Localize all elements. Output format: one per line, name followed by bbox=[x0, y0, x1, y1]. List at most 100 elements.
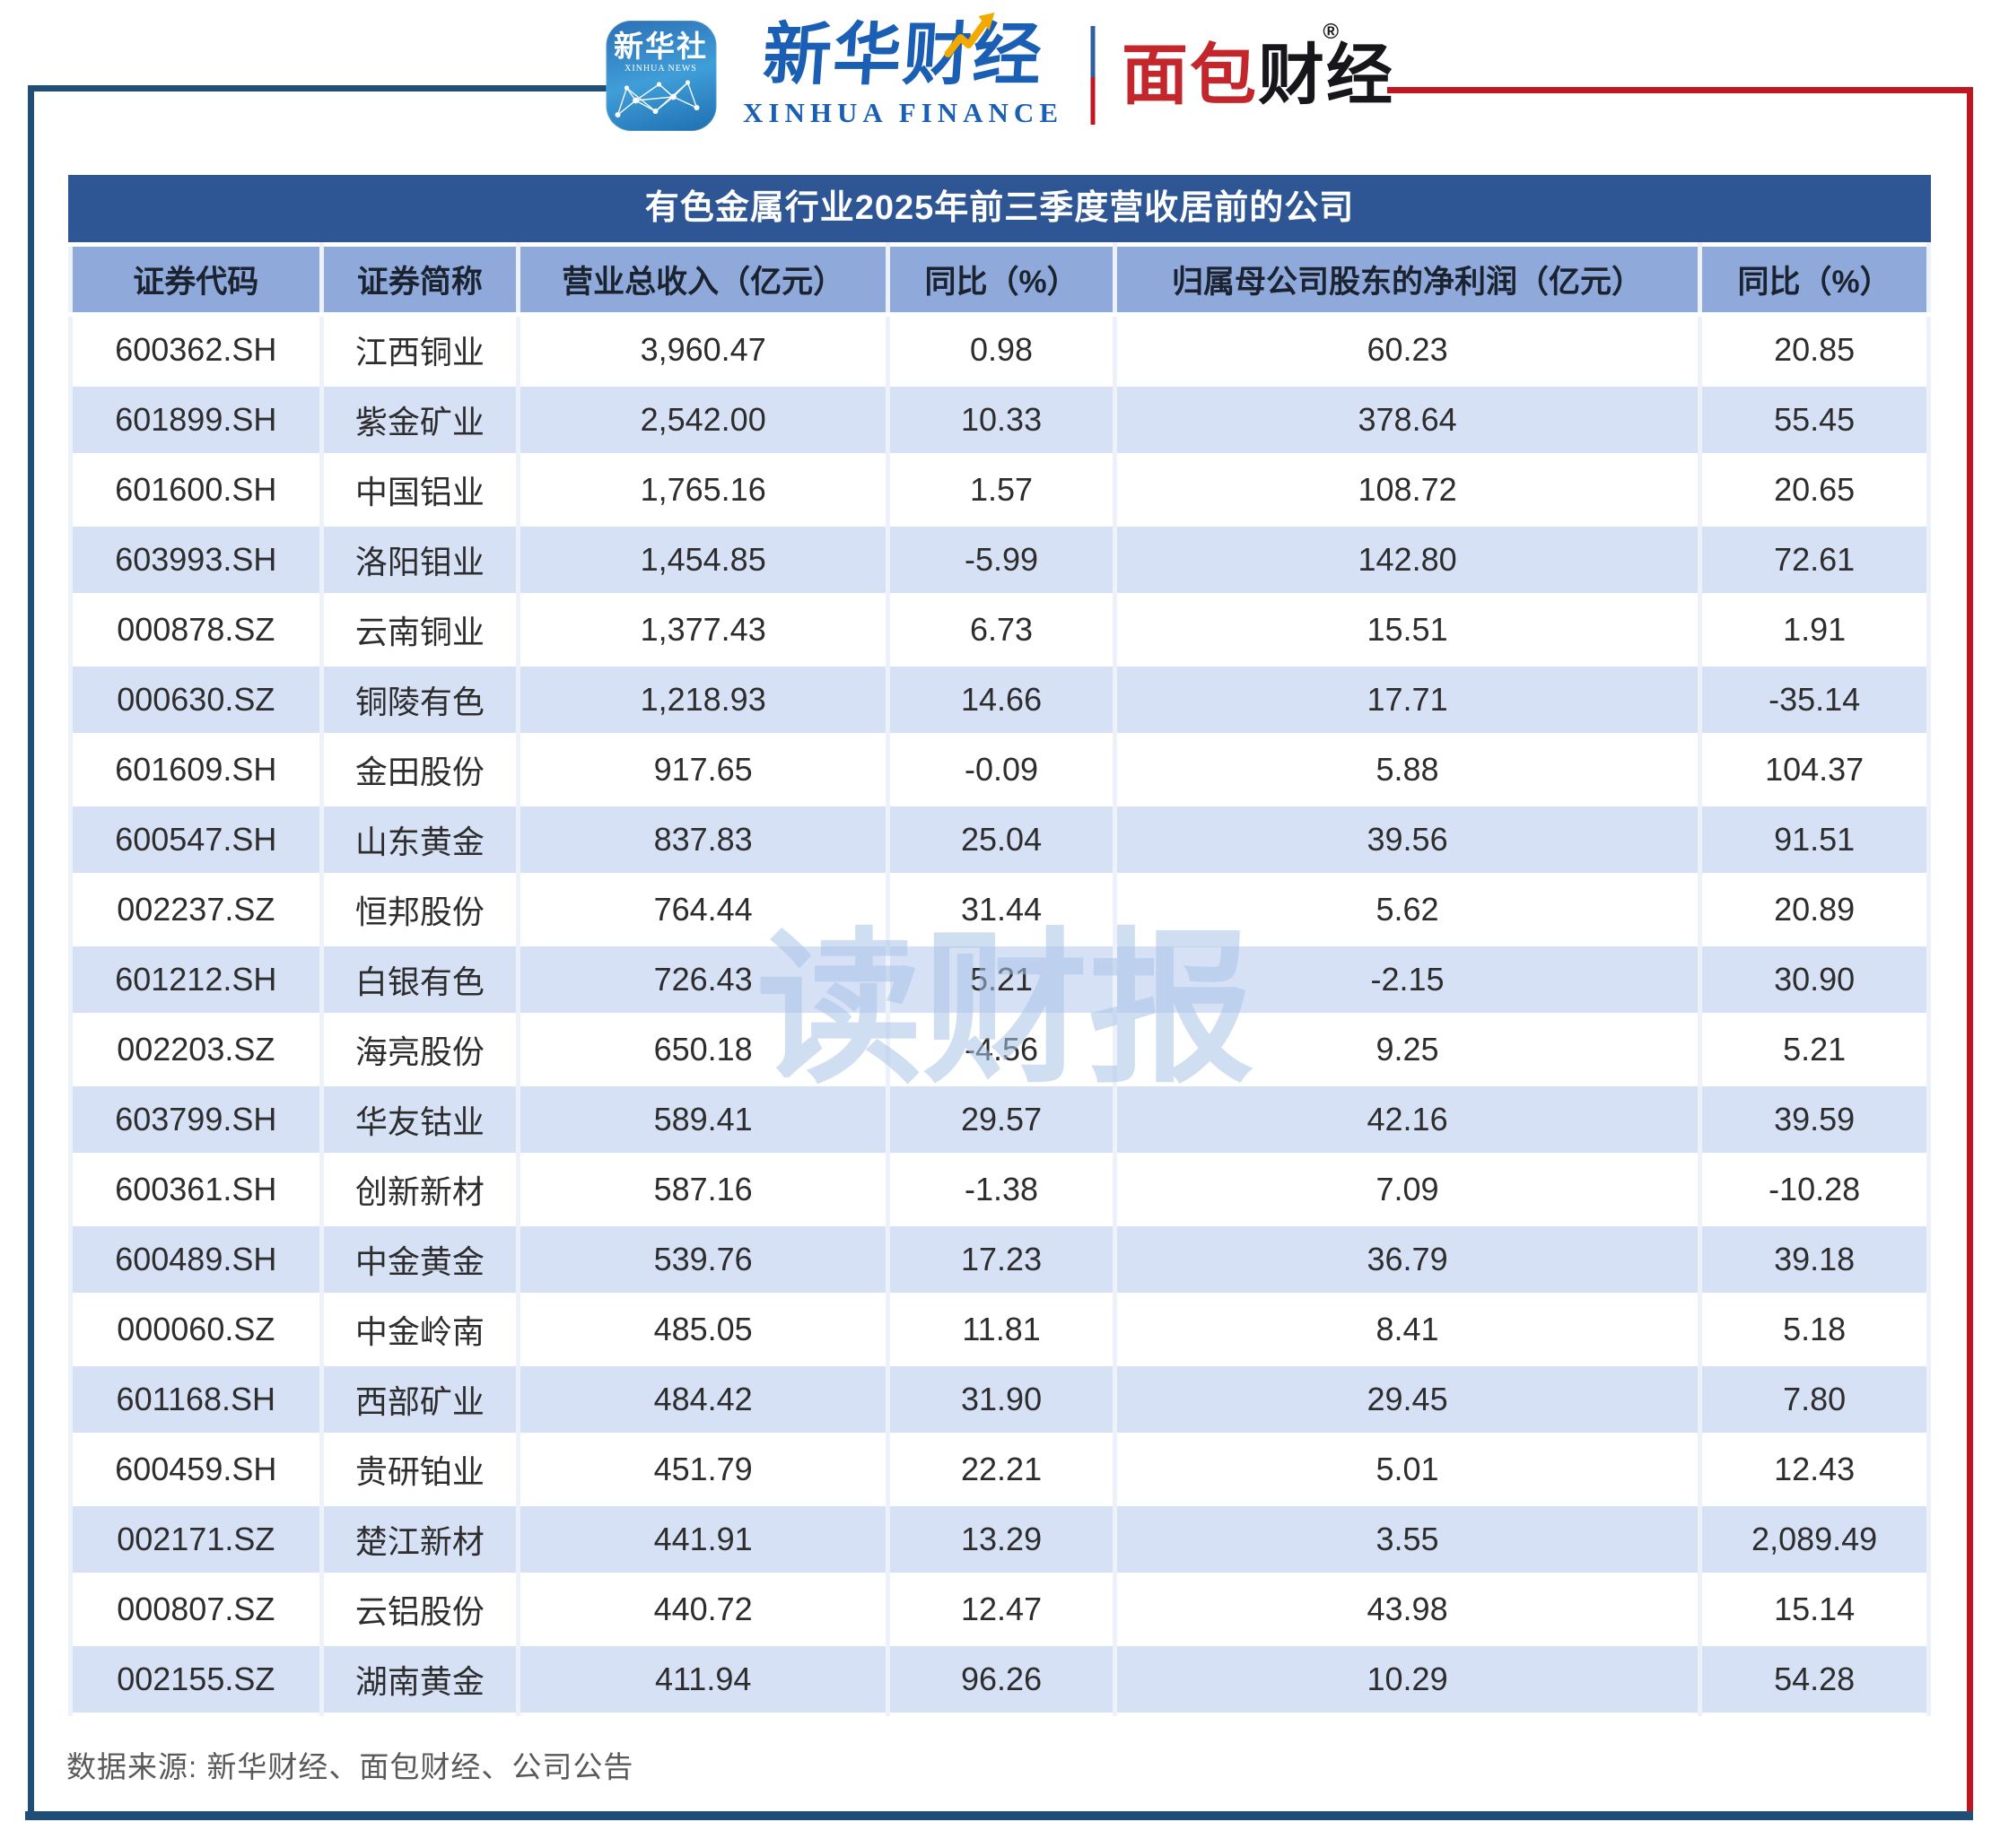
bread-finance-logo: 面包 财经 ® bbox=[1122, 20, 1394, 129]
cell-name: 恒邦股份 bbox=[319, 872, 521, 946]
table-header-row: 证券代码 证券简称 营业总收入（亿元） 同比（%） 归属母公司股东的净利润（亿元… bbox=[68, 242, 1931, 317]
cell-net-profit: 5.88 bbox=[1112, 732, 1703, 806]
xinhua-finance-cn: 新华财经 bbox=[760, 17, 1046, 93]
cell-net-profit: 29.45 bbox=[1112, 1362, 1703, 1436]
xinhua-news-app-icon: 新华社 XINHUA NEWS bbox=[606, 20, 716, 131]
cell-net-profit-yoy: 2,089.49 bbox=[1698, 1502, 1931, 1576]
table-row: 000060.SZ 中金岭南 485.05 11.81 8.41 5.18 bbox=[68, 1292, 1931, 1366]
table-row: 603799.SH 华友钴业 589.41 29.57 42.16 39.59 bbox=[68, 1082, 1931, 1156]
cell-name: 西部矿业 bbox=[319, 1362, 521, 1436]
cell-revenue-yoy: 22.21 bbox=[886, 1432, 1117, 1506]
cell-name: 创新新材 bbox=[319, 1152, 521, 1226]
table-body: 600362.SH 江西铜业 3,960.47 0.98 60.23 20.85 60189… bbox=[68, 312, 1931, 1716]
cell-revenue: 1,454.85 bbox=[516, 522, 891, 597]
cell-net-profit-yoy: 1.91 bbox=[1698, 592, 1931, 667]
cell-revenue: 3,960.47 bbox=[516, 312, 891, 387]
cell-revenue-yoy: 14.66 bbox=[886, 662, 1117, 737]
source-note: 数据来源: 新华财经、面包财经、公司公告 bbox=[66, 1750, 634, 1783]
cell-revenue: 587.16 bbox=[516, 1152, 891, 1226]
cell-revenue-yoy: 11.81 bbox=[886, 1292, 1117, 1366]
cell-code: 600489.SH bbox=[68, 1222, 324, 1296]
xinhua-news-icon-title: 新华社 bbox=[614, 29, 708, 63]
table-row: 002171.SZ 楚江新材 441.91 13.29 3.55 2,089.49 bbox=[68, 1502, 1931, 1576]
cell-revenue-yoy: 25.04 bbox=[886, 802, 1117, 876]
column-header-code: 证券代码 bbox=[68, 242, 324, 317]
cell-revenue-yoy: -4.56 bbox=[886, 1012, 1117, 1086]
cell-revenue: 441.91 bbox=[516, 1502, 891, 1576]
report-table-section: 有色金属行业2025年前三季度营收居前的公司 证券代码 证券简称 营业总收入（亿… bbox=[68, 175, 1931, 1716]
cell-net-profit: 5.01 bbox=[1112, 1432, 1703, 1506]
cell-net-profit: 10.29 bbox=[1112, 1642, 1703, 1716]
cell-name: 洛阳钼业 bbox=[319, 522, 521, 597]
cell-revenue-yoy: -0.09 bbox=[886, 732, 1117, 806]
cell-revenue: 440.72 bbox=[516, 1572, 891, 1646]
cell-name: 江西铜业 bbox=[319, 312, 521, 387]
xinhua-finance-logo: 新华财经 XINHUA FINANCE bbox=[743, 13, 1063, 129]
cell-name: 山东黄金 bbox=[319, 802, 521, 876]
cell-code: 601168.SH bbox=[68, 1362, 324, 1436]
cell-revenue-yoy: 31.44 bbox=[886, 872, 1117, 946]
cell-code: 000630.SZ bbox=[68, 662, 324, 737]
cell-net-profit: 7.09 bbox=[1112, 1152, 1703, 1226]
bread-finance-cn-dark: 财经 bbox=[1258, 38, 1394, 112]
cell-name: 铜陵有色 bbox=[319, 662, 521, 737]
cell-net-profit: 42.16 bbox=[1112, 1082, 1703, 1156]
cell-net-profit: 17.71 bbox=[1112, 662, 1703, 737]
cell-net-profit-yoy: -35.14 bbox=[1698, 662, 1931, 737]
table-row: 601609.SH 金田股份 917.65 -0.09 5.88 104.37 bbox=[68, 732, 1931, 806]
cell-net-profit: 36.79 bbox=[1112, 1222, 1703, 1296]
cell-revenue: 539.76 bbox=[516, 1222, 891, 1296]
table-row: 000878.SZ 云南铜业 1,377.43 6.73 15.51 1.91 bbox=[68, 592, 1931, 667]
table-row: 603993.SH 洛阳钼业 1,454.85 -5.99 142.80 72.61 bbox=[68, 522, 1931, 597]
cell-code: 000807.SZ bbox=[68, 1572, 324, 1646]
cell-revenue: 451.79 bbox=[516, 1432, 891, 1506]
cell-code: 600362.SH bbox=[68, 312, 324, 387]
cell-code: 603799.SH bbox=[68, 1082, 324, 1156]
cell-revenue-yoy: 13.29 bbox=[886, 1502, 1117, 1576]
frame-top-left-line bbox=[28, 85, 612, 92]
xinhua-finance-en: XINHUA FINANCE bbox=[743, 97, 1063, 128]
cell-revenue: 589.41 bbox=[516, 1082, 891, 1156]
cell-revenue: 1,377.43 bbox=[516, 592, 891, 667]
cell-code: 601212.SH bbox=[68, 942, 324, 1016]
cell-revenue-yoy: 29.57 bbox=[886, 1082, 1117, 1156]
cell-net-profit-yoy: 91.51 bbox=[1698, 802, 1931, 876]
cell-net-profit-yoy: -10.28 bbox=[1698, 1152, 1931, 1226]
cell-revenue-yoy: 10.33 bbox=[886, 382, 1117, 457]
cell-name: 中国铝业 bbox=[319, 452, 521, 527]
cell-revenue-yoy: 1.57 bbox=[886, 452, 1117, 527]
cell-code: 601600.SH bbox=[68, 452, 324, 527]
cell-code: 603993.SH bbox=[68, 522, 324, 597]
cell-net-profit: 43.98 bbox=[1112, 1572, 1703, 1646]
cell-net-profit-yoy: 20.89 bbox=[1698, 872, 1931, 946]
table-row: 600361.SH 创新新材 587.16 -1.38 7.09 -10.28 bbox=[68, 1152, 1931, 1226]
cell-net-profit-yoy: 39.59 bbox=[1698, 1082, 1931, 1156]
network-graphic-icon bbox=[615, 79, 700, 118]
cell-name: 华友钴业 bbox=[319, 1082, 521, 1156]
cell-code: 002203.SZ bbox=[68, 1012, 324, 1086]
table-row: 600547.SH 山东黄金 837.83 25.04 39.56 91.51 bbox=[68, 802, 1931, 876]
cell-name: 贵研铂业 bbox=[319, 1432, 521, 1506]
column-header-net-profit: 归属母公司股东的净利润（亿元） bbox=[1112, 242, 1703, 317]
logo-divider bbox=[1090, 26, 1095, 125]
frame-bottom-bar bbox=[25, 1811, 1973, 1820]
cell-revenue-yoy: 31.90 bbox=[886, 1362, 1117, 1436]
cell-name: 湖南黄金 bbox=[319, 1642, 521, 1716]
frame-left-line bbox=[28, 85, 34, 1819]
cell-net-profit: 15.51 bbox=[1112, 592, 1703, 667]
cell-revenue-yoy: 6.73 bbox=[886, 592, 1117, 667]
cell-revenue-yoy: 0.98 bbox=[886, 312, 1117, 387]
cell-revenue: 2,542.00 bbox=[516, 382, 891, 457]
cell-revenue: 485.05 bbox=[516, 1292, 891, 1366]
cell-revenue: 917.65 bbox=[516, 732, 891, 806]
cell-name: 白银有色 bbox=[319, 942, 521, 1016]
table-row: 601600.SH 中国铝业 1,765.16 1.57 108.72 20.65 bbox=[68, 452, 1931, 527]
cell-net-profit-yoy: 20.85 bbox=[1698, 312, 1931, 387]
cell-code: 000060.SZ bbox=[68, 1292, 324, 1366]
cell-net-profit: 39.56 bbox=[1112, 802, 1703, 876]
cell-code: 002171.SZ bbox=[68, 1502, 324, 1576]
cell-revenue: 484.42 bbox=[516, 1362, 891, 1436]
cell-code: 600547.SH bbox=[68, 802, 324, 876]
registered-mark: ® bbox=[1323, 20, 1339, 44]
